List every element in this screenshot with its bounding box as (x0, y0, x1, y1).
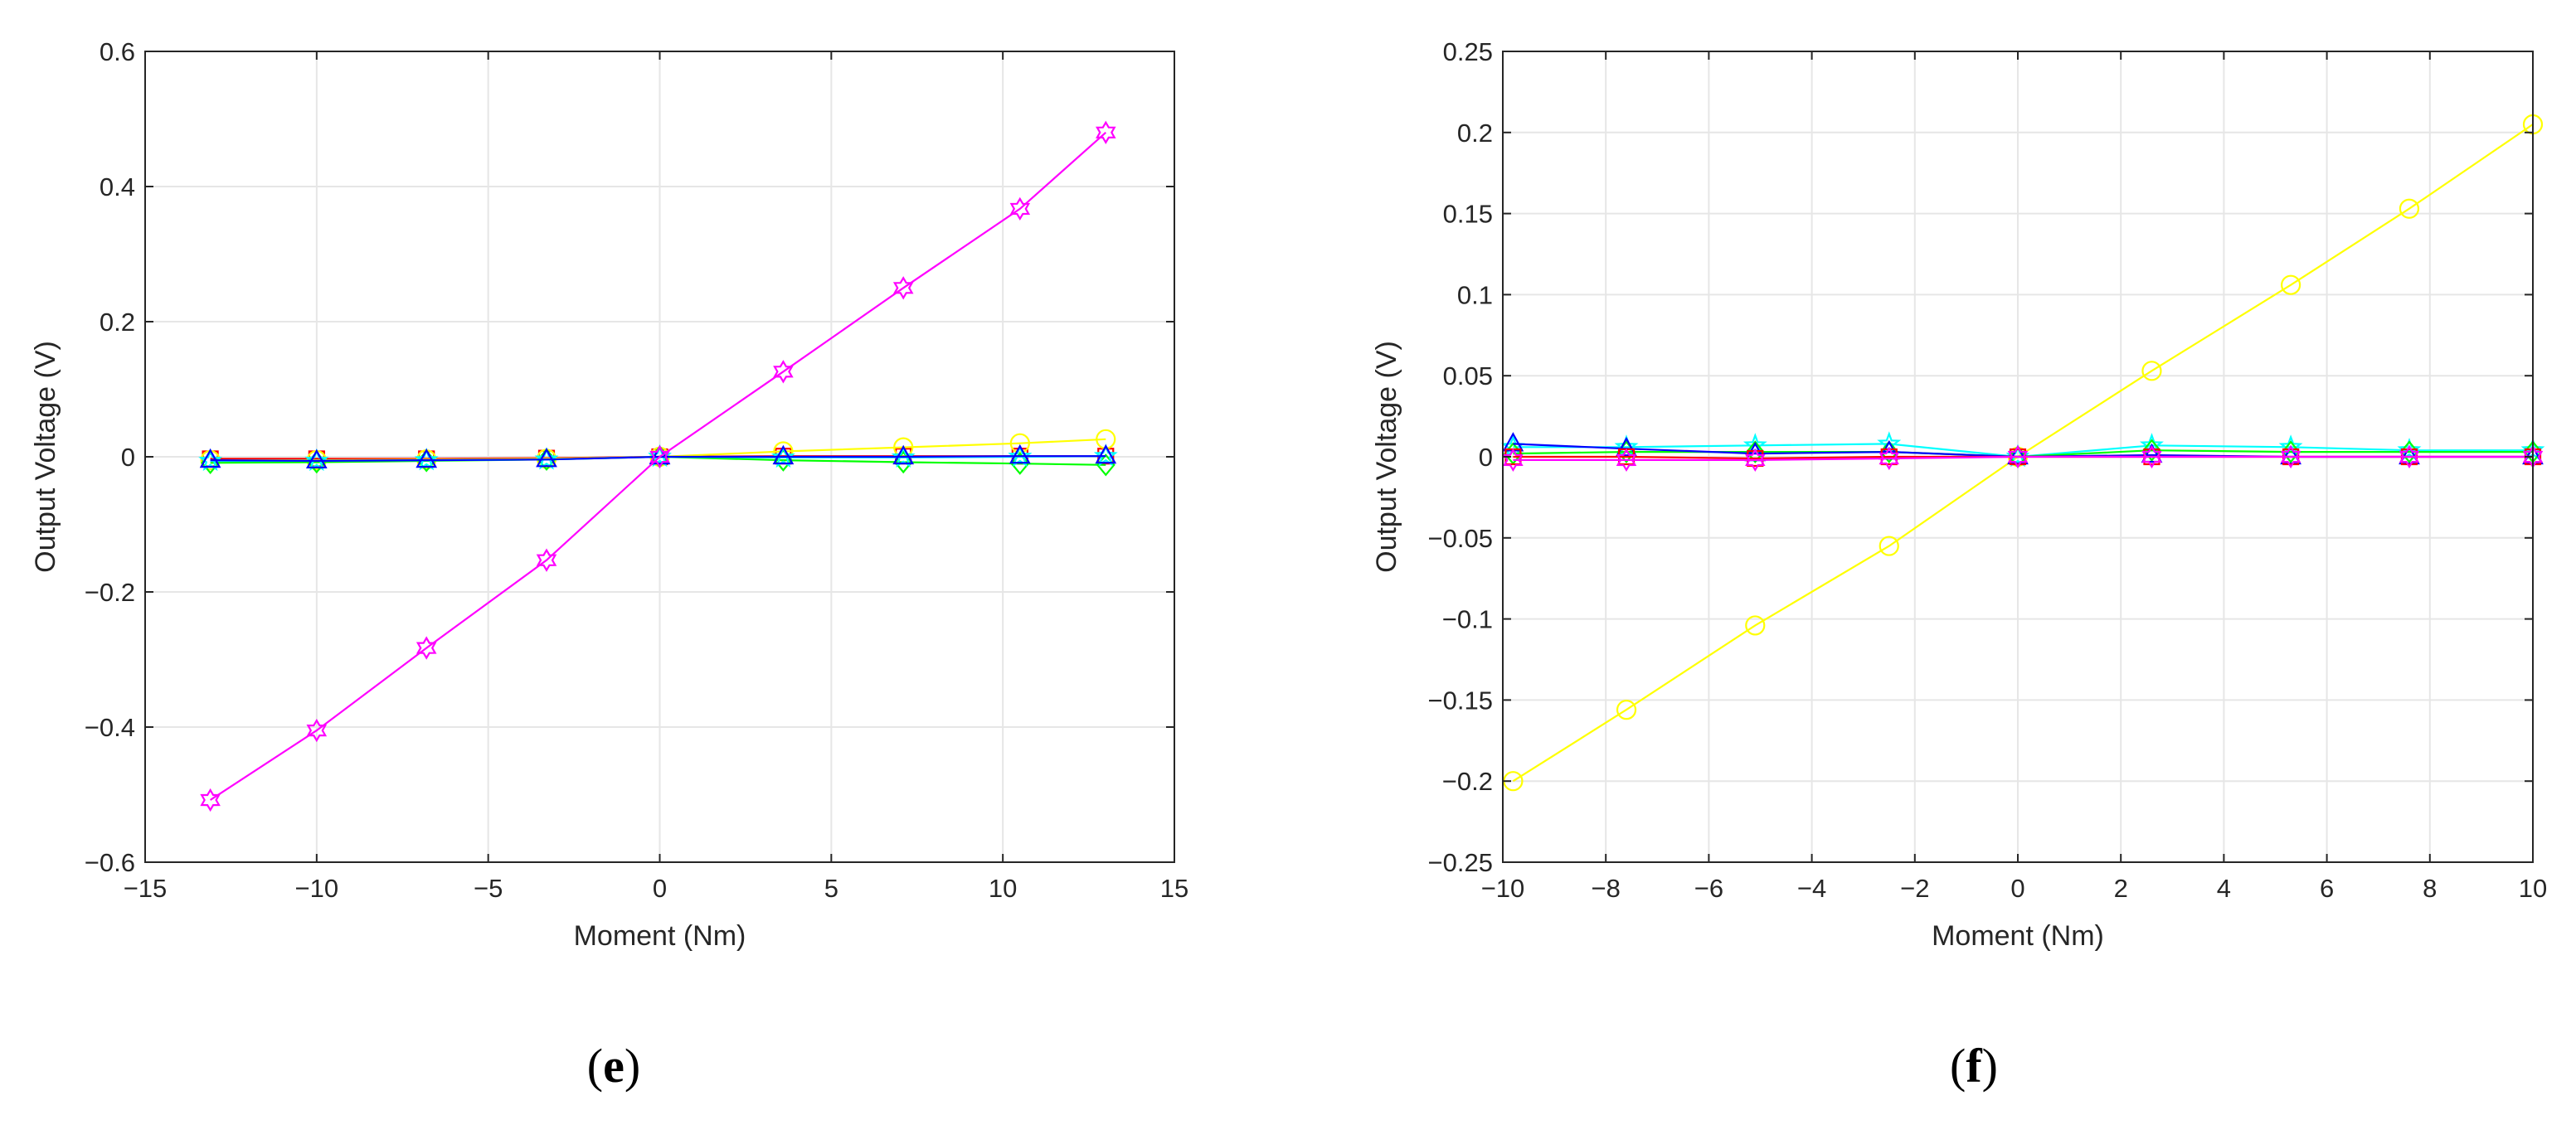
y-tick-label: 0.6 (100, 37, 135, 66)
data-point (1009, 444, 1031, 464)
data-point (2399, 198, 2420, 219)
data-point (2141, 361, 2162, 381)
x-tick-label: −15 (124, 874, 168, 903)
data-point (416, 636, 437, 660)
x-tick-label: −4 (1797, 874, 1826, 903)
data-point (2397, 438, 2422, 461)
y-tick-label: 0 (1479, 443, 1493, 472)
panel-label-f: (f) (1950, 1039, 1998, 1093)
x-tick-label: 4 (2217, 874, 2231, 903)
data-point (1616, 448, 1637, 473)
x-tick-label: 6 (2320, 874, 2334, 903)
data-point (1745, 440, 1765, 463)
y-tick-label: 0.4 (100, 172, 135, 201)
data-point (1745, 615, 1766, 636)
data-point (649, 444, 670, 469)
series-line (209, 131, 1107, 801)
data-point (416, 448, 438, 468)
x-axis-title: Moment (Nm) (1932, 920, 2104, 952)
x-tick-label: 10 (989, 874, 1017, 903)
y-tick-label: −0.4 (85, 713, 135, 742)
data-point (2142, 439, 2161, 462)
x-tick-label: −2 (1900, 874, 1929, 903)
data-point (770, 444, 795, 468)
data-point (2280, 444, 2301, 469)
y-tick-label: 0 (121, 443, 135, 472)
x-tick-label: −10 (1481, 874, 1525, 903)
data-point (1616, 700, 1637, 720)
y-tick-label: −0.25 (1428, 848, 1493, 877)
data-point (1616, 436, 1637, 457)
x-tick-label: −5 (474, 874, 503, 903)
y-tick-label: −0.1 (1442, 605, 1493, 634)
data-point (2399, 444, 2420, 469)
data-point (773, 360, 794, 384)
data-point (2141, 444, 2162, 469)
data-point (306, 718, 328, 743)
data-point (1095, 444, 1117, 464)
data-point (772, 444, 795, 465)
data-point (1009, 196, 1031, 221)
data-point (536, 448, 557, 468)
data-point (305, 449, 328, 469)
y-tick-label: −0.05 (1428, 524, 1493, 553)
y-tick-label: −0.2 (1442, 767, 1493, 796)
panel-label-e: (e) (587, 1039, 640, 1093)
data-point (892, 444, 915, 465)
x-tick-label: 0 (2010, 874, 2024, 903)
y-tick-label: 0.25 (1443, 37, 1493, 66)
y-tick-label: −0.2 (85, 578, 135, 607)
series-hexagram (200, 120, 1116, 812)
y-tick-label: −0.15 (1428, 686, 1493, 715)
data-point (1745, 448, 1766, 473)
y-axis-title: Output Voltage (V) (30, 341, 61, 573)
data-point (534, 447, 559, 470)
data-point (649, 444, 671, 465)
x-tick-label: 10 (2519, 874, 2547, 903)
data-point (307, 450, 327, 474)
y-tick-label: 0.1 (1457, 280, 1493, 309)
data-point (304, 448, 329, 472)
data-point (200, 788, 221, 812)
x-axis-title: Moment (Nm) (574, 920, 746, 952)
chart-panel-f: −10 −8 −6 −4 −2 0 2 4 6 8 10 −0.25 −0.2 −0.15 −0.1 −0.0… (1371, 37, 2547, 952)
data-point (1503, 448, 1524, 473)
data-point (1879, 536, 1899, 556)
y-tick-label: 0.05 (1443, 361, 1493, 390)
data-point (414, 447, 439, 471)
data-point (2141, 443, 2163, 463)
data-point (199, 448, 221, 468)
series-line (1513, 455, 2533, 461)
y-tick-label: 0.2 (100, 308, 135, 337)
x-tick-label: −10 (295, 874, 339, 903)
data-point (2281, 274, 2301, 295)
y-axis-title: Output Voltage (V) (1371, 341, 1402, 573)
x-tick-label: 5 (824, 874, 838, 903)
x-tick-label: −8 (1592, 874, 1621, 903)
data-point (891, 444, 916, 468)
y-tick-label: −0.6 (85, 848, 135, 877)
x-tick-label: 8 (2423, 874, 2437, 903)
data-point (536, 548, 557, 572)
data-point (1093, 444, 1118, 467)
data-point (2007, 444, 2029, 469)
series-hexagram (1503, 444, 2544, 473)
y-tick-label: 0.15 (1443, 200, 1493, 229)
data-point (1096, 120, 1116, 144)
x-tick-label: 0 (653, 874, 667, 903)
data-point (893, 450, 913, 474)
data-point (198, 448, 222, 472)
x-tick-label: −6 (1694, 874, 1723, 903)
data-point (892, 276, 914, 300)
x-tick-label: 15 (1160, 874, 1188, 903)
y-tick-label: 0.2 (1457, 119, 1493, 148)
x-tick-label: 2 (2114, 874, 2128, 903)
chart-panel-e: −15 −10 −5 0 5 10 15 −0.6 −0.4 −0.2 0 0.2 0.4 0.6 Mome… (30, 37, 1188, 952)
data-point (1008, 444, 1033, 468)
data-point (1879, 446, 1899, 471)
